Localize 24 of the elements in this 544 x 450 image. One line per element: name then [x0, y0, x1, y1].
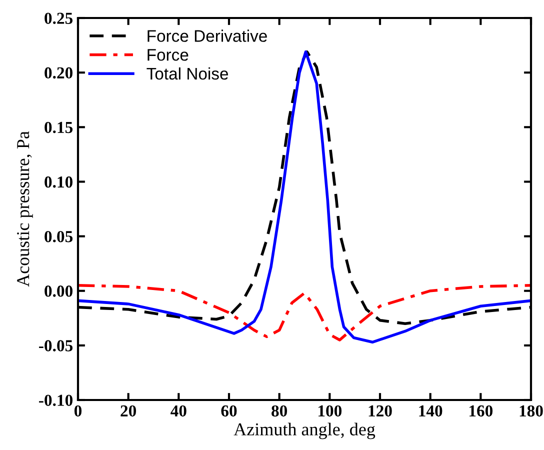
- y-tick-label: 0.00: [44, 286, 73, 297]
- x-tick-label: 160: [470, 405, 493, 417]
- x-tick-label: 180: [520, 405, 543, 417]
- x-tick-label: 40: [170, 405, 186, 417]
- line-series: [78, 284, 531, 342]
- x-tick-label: 60: [221, 405, 237, 417]
- x-tick-label: 0: [74, 405, 82, 417]
- legend-label: Force Derivative: [148, 30, 267, 42]
- legend-label: Total Noise: [146, 67, 228, 80]
- x-tick-label: 140: [419, 405, 442, 417]
- y-tick-label: 0.15: [44, 122, 73, 134]
- x-axis-title: Azimuth angle, deg: [234, 422, 376, 440]
- y-tick-label: 0.10: [44, 176, 73, 188]
- y-tick-label: -0.10: [39, 394, 73, 406]
- y-tick-label: -0.05: [39, 340, 73, 352]
- x-tick-label: 120: [368, 405, 392, 417]
- y-tick-label: 0.20: [44, 67, 73, 79]
- y-tick-label: 0.05: [44, 230, 73, 242]
- legend-label: Force: [148, 49, 188, 61]
- y-axis-title: Acoustic pressure, Pa: [17, 131, 33, 287]
- x-tick-label: 80: [272, 405, 288, 417]
- y-tick-label: 0.25: [44, 12, 73, 24]
- x-tick-label: 20: [120, 405, 136, 417]
- x-tick-label: 100: [318, 405, 342, 417]
